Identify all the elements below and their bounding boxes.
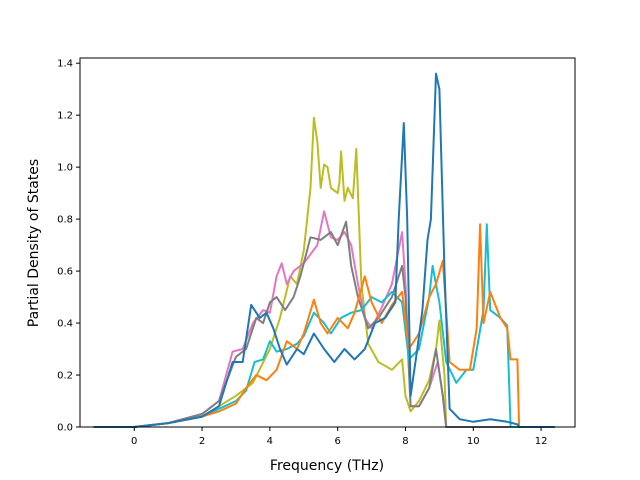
x-tick-label: 4 — [267, 436, 273, 447]
y-tick-label: 0.8 — [57, 215, 73, 226]
series-line-6 — [93, 72, 555, 428]
y-axis-label: Partial Density of States — [26, 159, 42, 327]
x-tick-label: 2 — [199, 436, 205, 447]
x-tick-label: 10 — [467, 436, 480, 447]
plot-area-frame — [79, 57, 576, 428]
x-tick-label: 0 — [131, 436, 137, 447]
x-tick-label: 8 — [402, 436, 408, 447]
series-line-3 — [93, 220, 555, 428]
series-line-4 — [93, 223, 555, 428]
x-axis-ticks: 0 2 4 6 8 10 12 — [131, 427, 547, 447]
series-layer — [93, 72, 555, 428]
y-tick-label: 1.4 — [57, 59, 73, 70]
y-axis-ticks: 0.0 0.2 0.4 0.6 0.8 1.0 1.2 1.4 — [57, 59, 80, 434]
x-tick-label: 12 — [535, 436, 548, 447]
x-tick-label: 6 — [334, 436, 340, 447]
y-tick-label: 1.0 — [57, 163, 73, 174]
y-tick-label: 0.2 — [57, 371, 73, 382]
y-tick-label: 0.0 — [57, 423, 73, 434]
y-tick-label: 0.6 — [57, 267, 73, 278]
x-axis-label: Frequency (THz) — [270, 458, 384, 474]
y-tick-label: 1.2 — [57, 111, 73, 122]
series-line-5 — [93, 223, 555, 428]
y-tick-label: 0.4 — [57, 319, 73, 330]
